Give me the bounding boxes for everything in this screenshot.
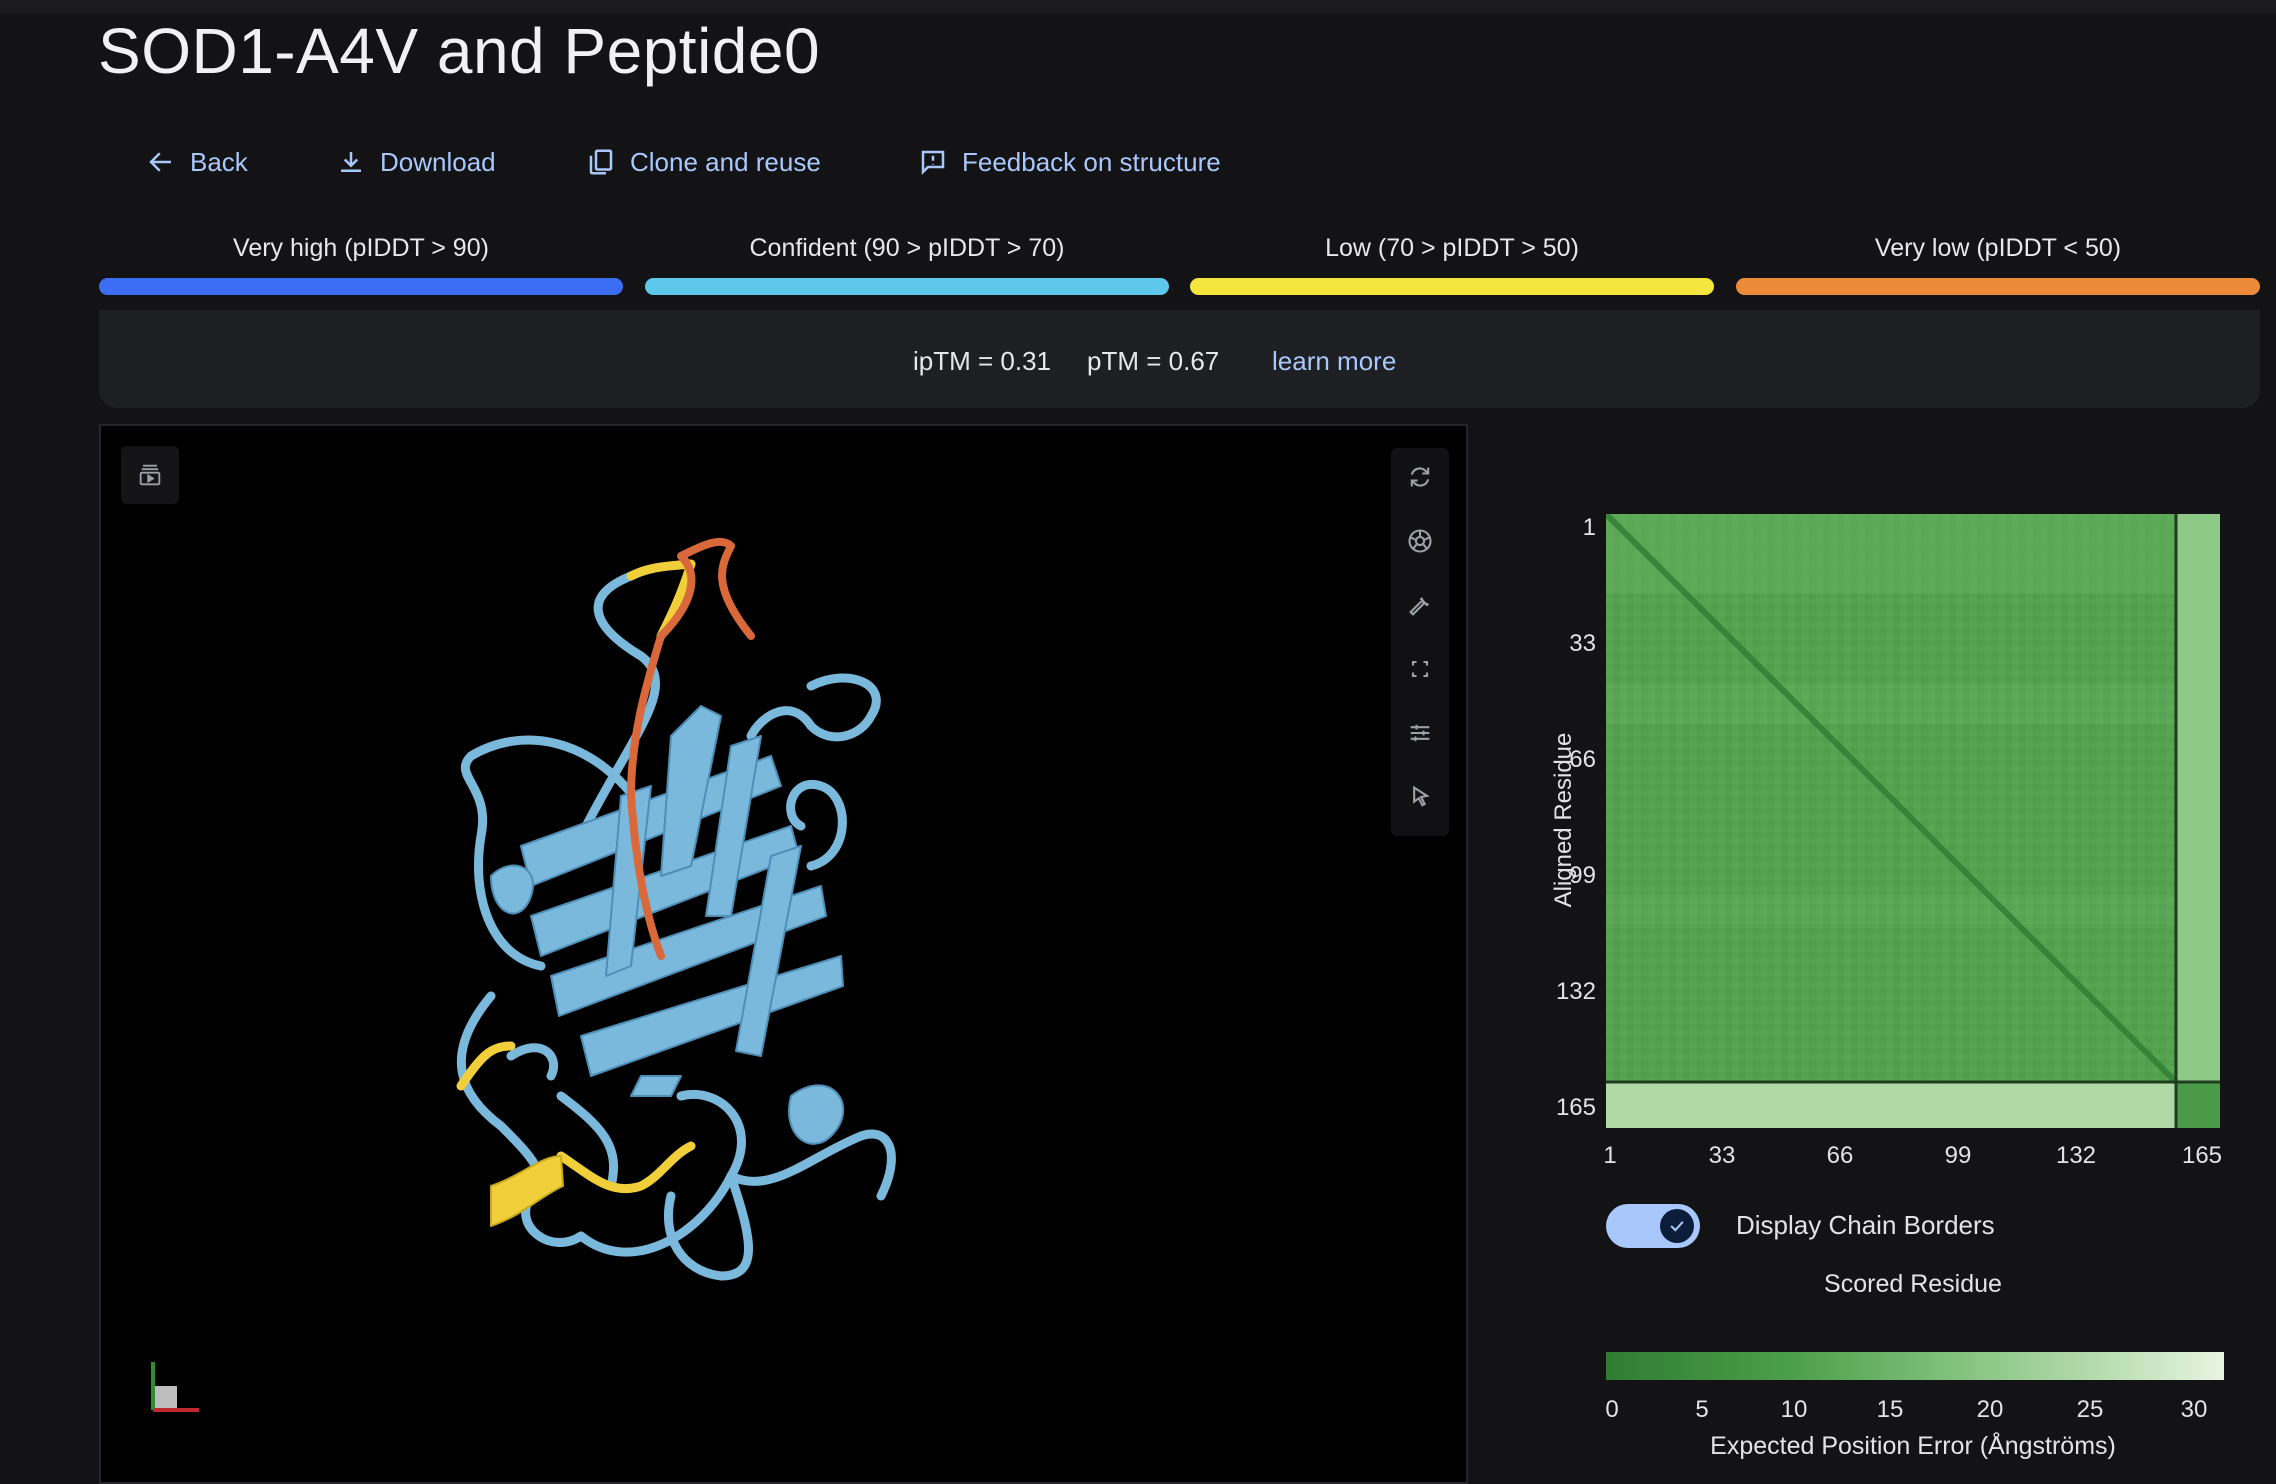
legend-bar (1190, 278, 1714, 295)
fullscreen-button[interactable] (1391, 640, 1449, 698)
download-label: Download (380, 146, 496, 177)
iptm-value: ipTM = 0.31 (913, 346, 1052, 376)
controls-button[interactable] (1391, 704, 1449, 762)
viewer-toolbar (1391, 448, 1449, 836)
axes-gizmo-icon (151, 1362, 199, 1412)
y-tick: 132 (1555, 978, 1596, 1005)
x-tick: 33 (1708, 1142, 1736, 1169)
settings-button[interactable] (1391, 576, 1449, 634)
toggle-knob (1660, 1209, 1694, 1243)
metrics-panel: ipTM = 0.31 pTM = 0.67 learn more (99, 310, 2260, 408)
colorbar-tick: 10 (1780, 1396, 1808, 1423)
x-axis-label: Scored Residue (1824, 1270, 2002, 1298)
legend-bar (1736, 278, 2260, 295)
y-tick: 99 (1569, 862, 1596, 889)
camera-icon (1408, 529, 1432, 553)
structure-viewer[interactable] (99, 424, 1468, 1484)
play-panel-icon (139, 464, 161, 486)
ptm-value: pTM = 0.67 (1087, 346, 1220, 376)
legend-label: Confident (90 > pIDDT > 70) (749, 234, 1065, 262)
reset-view-button[interactable] (1391, 448, 1449, 506)
colorbar-tick: 20 (1976, 1396, 2004, 1423)
arrow-left-icon (149, 152, 171, 172)
copy-icon (589, 149, 613, 175)
top-strip (0, 0, 2276, 14)
colorbar-title: Expected Position Error (Ångströms) (1710, 1432, 2116, 1460)
x-tick: 132 (2055, 1142, 2097, 1169)
colorbar-tick: 25 (2076, 1396, 2104, 1423)
screenshot-button[interactable] (1391, 512, 1449, 570)
x-tick: 165 (2181, 1142, 2223, 1169)
y-tick: 66 (1569, 746, 1596, 773)
feedback-button[interactable]: Feedback on structure (918, 138, 1221, 186)
legend-bar (99, 278, 623, 295)
legend-low: Low (70 > pIDDT > 50) (1190, 234, 1714, 298)
protein-structure (456, 537, 896, 1281)
feedback-label: Feedback on structure (962, 146, 1221, 177)
back-button[interactable]: Back (146, 138, 248, 186)
pae-colorbar (1606, 1352, 2224, 1380)
y-tick: 1 (1582, 514, 1596, 541)
reset-rotate-icon (1410, 467, 1430, 487)
chain-borders-label: Display Chain Borders (1736, 1210, 1995, 1240)
chain-borders-toggle[interactable] (1606, 1204, 1700, 1248)
colorbar-tick: 5 (1695, 1396, 1709, 1423)
y-tick: 33 (1569, 630, 1596, 657)
page-title: SOD1-A4V and Peptide0 (98, 15, 821, 87)
colorbar-tick: 30 (2180, 1396, 2208, 1423)
colorbar-tick: 15 (1876, 1396, 1904, 1423)
x-tick: 1 (1603, 1142, 1617, 1169)
play-panel-button[interactable] (121, 446, 179, 504)
select-mode-button[interactable] (1391, 768, 1449, 826)
y-tick: 165 (1555, 1094, 1596, 1121)
learn-more-link[interactable]: learn more (1272, 346, 1397, 376)
y-axis-label: Aligned Residue (1550, 732, 1577, 908)
fullscreen-icon (1411, 660, 1429, 678)
legend-label: Very low (pIDDT < 50) (1874, 234, 2122, 262)
feedback-icon (921, 150, 945, 176)
colorbar-tick: 0 (1605, 1396, 1619, 1423)
pae-panel: Aligned Residue 1 33 66 99 132 165 1 33 … (1500, 500, 2260, 1476)
clone-label: Clone and reuse (630, 146, 821, 177)
legend-very-high: Very high (pIDDT > 90) (99, 234, 623, 298)
sliders-icon (1410, 724, 1430, 742)
cursor-icon (1413, 785, 1430, 807)
x-tick: 99 (1944, 1142, 1972, 1169)
x-tick: 66 (1826, 1142, 1854, 1169)
legend-label: Low (70 > pIDDT > 50) (1325, 234, 1579, 262)
wrench-icon (1409, 597, 1429, 616)
pae-heatmap[interactable] (1606, 514, 2220, 1128)
legend-very-low: Very low (pIDDT < 50) (1736, 234, 2260, 298)
download-button[interactable]: Download (336, 138, 496, 186)
check-icon (1670, 1221, 1684, 1232)
clone-button[interactable]: Clone and reuse (586, 138, 821, 186)
back-label: Back (190, 146, 248, 177)
legend-label: Very high (pIDDT > 90) (233, 234, 489, 262)
legend-bar (645, 278, 1169, 295)
download-icon (341, 152, 361, 172)
legend-confident: Confident (90 > pIDDT > 70) (645, 234, 1169, 298)
